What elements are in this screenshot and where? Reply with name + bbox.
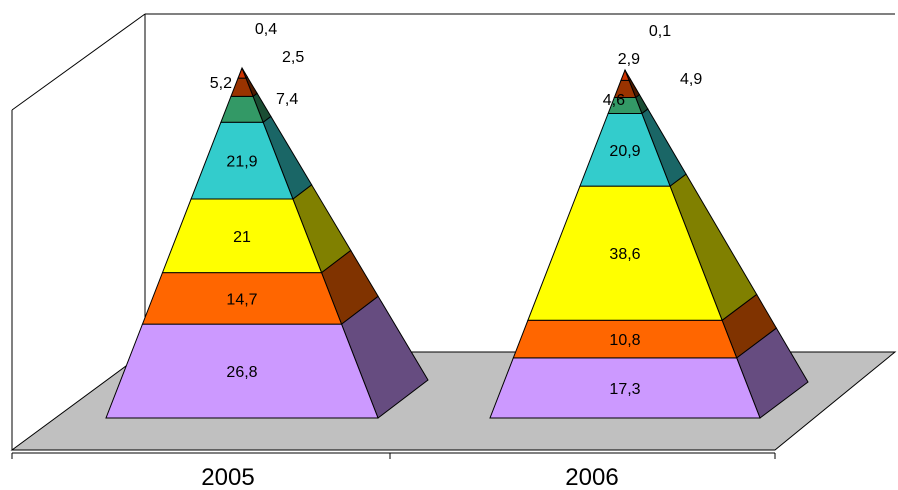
data-label-2005-3: 21,9 — [226, 154, 257, 171]
data-label-2005-0: 26,8 — [226, 364, 257, 381]
data-label-2006-0: 17,3 — [609, 381, 640, 398]
data-label-2006-7: 0,1 — [649, 23, 671, 40]
pyramids — [105, 66, 809, 419]
category-label-2006: 2006 — [565, 464, 618, 490]
segment-front-2005-7 — [240, 66, 244, 70]
data-label-2006-5: 4,9 — [680, 71, 702, 88]
segment-front-2005-6 — [237, 68, 247, 79]
data-labels: 26,8 14,7 21 21,9 7,4 5,2 2,5 0,4 17,3 10,8 38,6 20… — [210, 21, 703, 398]
data-label-2005-6: 2,5 — [282, 49, 304, 66]
data-label-2005-5: 5,2 — [210, 75, 232, 92]
category-axis: 2005 2006 — [11, 452, 776, 490]
data-label-2005-4: 7,4 — [276, 91, 298, 108]
category-label-2005: 2005 — [201, 464, 254, 490]
data-label-2005-1: 14,7 — [226, 291, 257, 308]
data-label-2006-2: 38,6 — [609, 246, 640, 263]
data-label-2006-3: 20,9 — [609, 143, 640, 160]
data-label-2005-7: 0,4 — [255, 21, 277, 38]
data-label-2006-1: 10,8 — [609, 332, 640, 349]
data-label-2006-4: 4,6 — [603, 92, 625, 109]
data-label-2006-6: 2,9 — [618, 51, 640, 68]
data-label-2005-2: 21 — [233, 229, 251, 246]
side-wall-top-edge — [11, 13, 146, 111]
